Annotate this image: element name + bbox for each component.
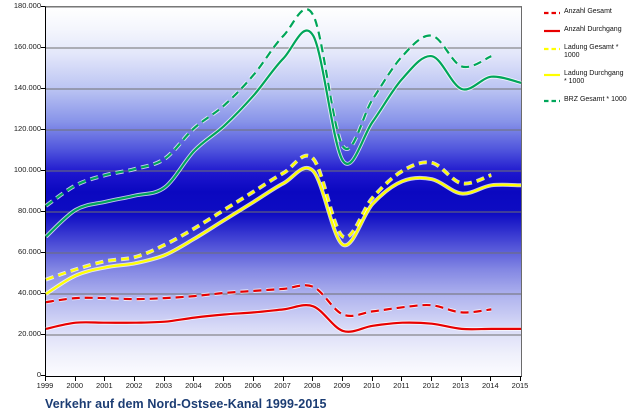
x-axis-tick (45, 377, 46, 381)
x-axis-label: 2006 (244, 381, 262, 390)
x-axis-tick (520, 377, 521, 381)
y-axis-label: 80.000 (18, 206, 41, 215)
legend-marker-dashed-line-icon (544, 99, 560, 102)
x-axis-label: 2015 (511, 381, 529, 390)
legend-item: Anzahl Gesamt (543, 8, 627, 17)
x-axis-tick (282, 377, 284, 381)
legend-item: Ladung Durchgang * 1000 (543, 70, 627, 87)
legend-marker-dashed-line-icon (544, 47, 560, 51)
x-axis-tick (490, 377, 492, 381)
y-axis-label: 40.000 (18, 288, 41, 297)
legend-label: Anzahl Gesamt (564, 8, 612, 15)
x-axis-label: 2001 (96, 381, 113, 390)
y-axis-label: 20.000 (18, 329, 41, 338)
legend-label: Anzahl Durchgang (564, 26, 622, 33)
x-axis-tick (163, 377, 165, 381)
x-axis-label: 2005 (214, 381, 232, 390)
y-axis-tick (41, 375, 45, 376)
legend-item: Anzahl Durchgang (543, 26, 627, 35)
x-axis-tick (223, 377, 225, 381)
legend-marker-solid-line-icon (544, 29, 560, 33)
legend-marker-dashed-line-icon (544, 11, 560, 15)
y-axis-label: 100.000 (13, 165, 41, 174)
x-axis-label: 2000 (66, 381, 84, 390)
series-line (44, 165, 522, 296)
y-axis-label: 120.000 (13, 124, 41, 133)
legend-label: Ladung Gesamt * 1000 (564, 44, 619, 60)
x-axis-tick (371, 377, 373, 381)
x-axis-label: 2014 (481, 381, 499, 390)
y-axis-tick (41, 6, 45, 7)
plot-area (44, 6, 522, 377)
x-axis-label: 2012 (422, 381, 440, 390)
x-axis-tick (193, 377, 195, 381)
x-axis-label: 2004 (185, 381, 202, 390)
x-axis-label: 2008 (303, 381, 321, 390)
y-axis-label: 180.000 (13, 1, 41, 10)
legend-label: BRZ Gesamt * 1000 (564, 95, 627, 103)
x-axis-label: 2002 (125, 381, 143, 390)
series-line (45, 29, 522, 238)
y-axis-tick (41, 293, 45, 294)
x-axis-tick (252, 377, 254, 381)
y-axis-tick (41, 334, 45, 335)
y-axis-label: 60.000 (18, 247, 41, 256)
y-axis-label: 140.000 (13, 83, 41, 92)
y-axis-tick (41, 252, 45, 253)
chart-title: Verkehr auf dem Nord-Ostsee-Kanal 1999-2… (45, 397, 327, 411)
x-axis-label: 2011 (393, 381, 410, 390)
x-axis-label: 2013 (452, 381, 469, 390)
series-line (45, 284, 492, 318)
x-axis-tick (341, 377, 343, 381)
x-axis-tick (460, 377, 462, 381)
x-axis-label: 1999 (36, 381, 54, 390)
legend-marker-solid-line-icon (544, 73, 560, 76)
x-axis-tick (134, 377, 136, 381)
series-line (44, 28, 522, 239)
y-axis-tick (41, 88, 45, 89)
legend-item: Ladung Gesamt * 1000 (543, 44, 627, 61)
x-axis-label: 2007 (274, 381, 291, 390)
y-axis-tick (41, 211, 45, 212)
y-axis-tick (41, 47, 45, 48)
x-axis-tick (74, 377, 76, 381)
y-axis-tick (41, 170, 45, 171)
series-line (45, 154, 492, 281)
x-axis-tick (312, 377, 314, 381)
y-axis-label: 160.000 (13, 42, 41, 51)
series-line (45, 166, 522, 295)
x-axis-tick (430, 377, 432, 381)
x-axis-label: 2003 (155, 381, 173, 390)
legend: Anzahl Gesamt Anzahl Durchgang Ladung Gesa… (543, 8, 627, 105)
x-axis-tick (401, 377, 403, 381)
y-axis-label: 0 (36, 370, 41, 379)
x-axis-label: 2010 (363, 381, 380, 390)
legend-item: BRZ Gesamt * 1000 (543, 96, 627, 105)
x-axis-label: 2009 (333, 381, 351, 390)
y-axis-tick (41, 129, 45, 130)
legend-label: Ladung Durchgang * 1000 (564, 69, 624, 86)
x-axis-tick (104, 377, 106, 381)
series-line (45, 304, 521, 333)
chart-canvas (44, 6, 522, 336)
